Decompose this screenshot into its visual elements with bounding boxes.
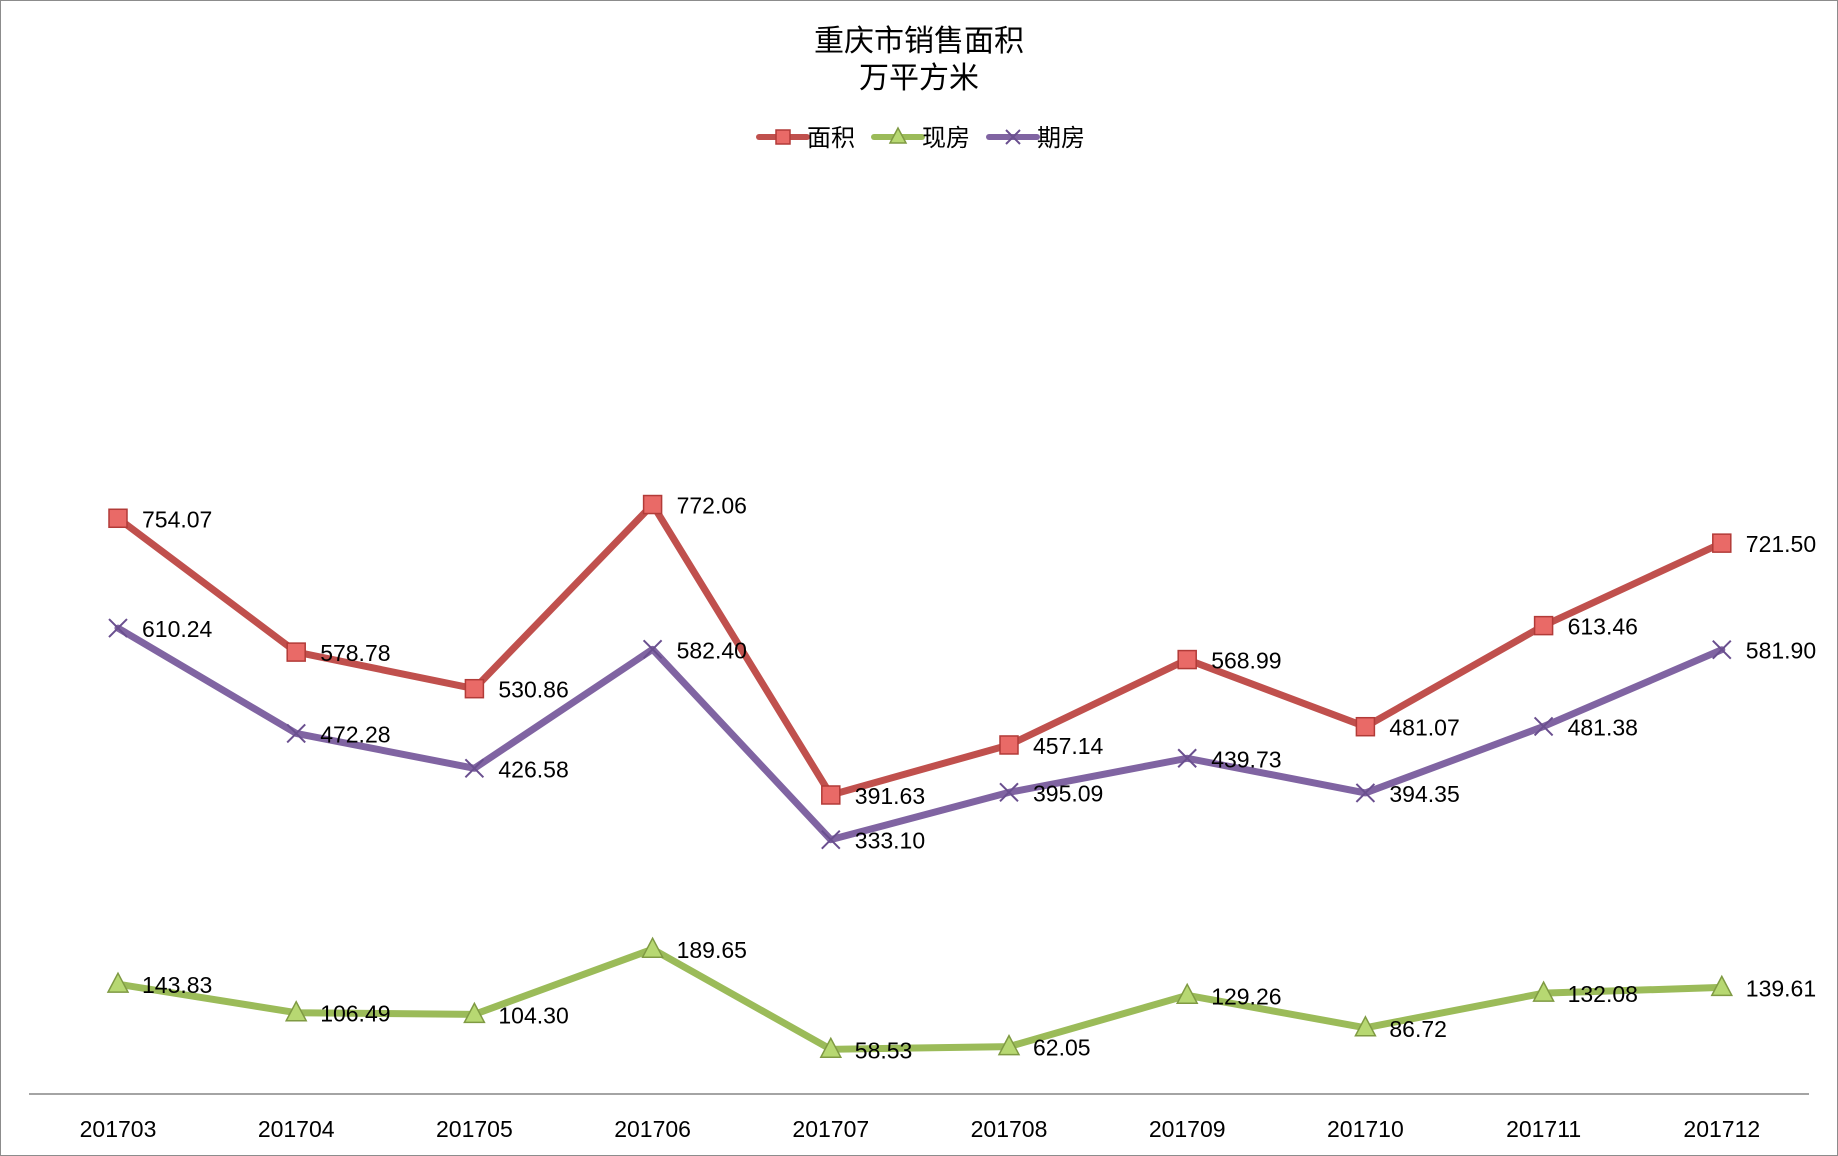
data-label-s2-201705: 104.30 (498, 1002, 568, 1028)
data-point-s1-201703 (108, 508, 128, 529)
data-label-s1-201705: 530.86 (498, 677, 568, 703)
legend-label-3: 期房 (1037, 124, 1085, 152)
data-point-s2-201703 (106, 971, 130, 993)
data-point-s2-201708 (997, 1034, 1021, 1056)
data-point-s2-201709 (1175, 982, 1199, 1005)
data-point-s1-201712 (1712, 533, 1732, 553)
data-label-s3-201707: 333.10 (855, 828, 925, 854)
data-point-s1-201704 (286, 642, 306, 662)
x-tick-label-201709: 201709 (1149, 1116, 1226, 1142)
data-point-s2-201707 (819, 1036, 843, 1059)
data-point-s3-201704 (286, 723, 306, 744)
series-line-2 (114, 945, 1726, 1053)
legend-marker-2 (888, 126, 908, 144)
x-axis-ticks: 201703 201704 201705 201706 201707 201708 2017… (80, 1116, 1761, 1142)
data-point-s2-201706 (641, 936, 664, 958)
data-label-s2-201706: 189.65 (677, 937, 747, 963)
data-label-s1-201709: 568.99 (1211, 648, 1281, 674)
x-tick-label-201712: 201712 (1683, 1116, 1760, 1142)
data-point-s3-201706 (642, 639, 663, 660)
data-point-s3-201705 (464, 758, 485, 779)
data-label-s1-201707: 391.63 (855, 783, 925, 809)
x-tick-label-201708: 201708 (971, 1116, 1048, 1142)
data-label-s3-201704: 472.28 (320, 721, 390, 747)
data-point-s1-201707 (821, 785, 841, 805)
series-line-3 (114, 624, 1726, 844)
x-tick-label-201703: 201703 (80, 1116, 157, 1142)
data-label-s3-201706: 582.40 (677, 637, 747, 663)
series-line-1 (114, 501, 1726, 799)
data-label-s2-201709: 129.26 (1211, 983, 1281, 1009)
data-label-s3-201712: 581.90 (1746, 638, 1816, 664)
data-label-s3-201709: 439.73 (1211, 746, 1281, 772)
data-label-s1-201704: 578.78 (320, 640, 390, 666)
data-label-s1-201708: 457.14 (1033, 733, 1104, 759)
data-point-s3-201710 (1355, 783, 1376, 803)
data-point-s2-201710 (1354, 1015, 1377, 1037)
data-point-s2-201711 (1532, 980, 1555, 1002)
legend-marker-3 (1005, 129, 1021, 145)
data-point-s3-201711 (1533, 716, 1554, 737)
data-point-s3-201703 (108, 618, 128, 638)
data-point-s1-201708 (999, 735, 1019, 755)
data-label-s2-201703: 143.83 (142, 972, 212, 998)
data-label-s2-201707: 58.53 (855, 1037, 913, 1063)
data-label-s1-201710: 481.07 (1389, 715, 1459, 741)
series-markers (106, 494, 1734, 1059)
data-point-s1-201705 (464, 678, 485, 699)
data-label-s2-201711: 132.08 (1568, 981, 1638, 1007)
data-point-s2-201712 (1710, 974, 1734, 997)
data-point-s1-201709 (1177, 649, 1197, 670)
x-tick-label-201704: 201704 (258, 1116, 335, 1142)
data-label-s2-201704: 106.49 (320, 1001, 390, 1027)
legend-marker-1 (775, 129, 791, 145)
legend-label-1: 面积 (807, 124, 855, 152)
data-point-s1-201706 (642, 494, 663, 515)
x-tick-label-201706: 201706 (614, 1116, 691, 1142)
chart-title: 重庆市销售面积 (814, 24, 1024, 59)
data-label-s3-201710: 394.35 (1389, 781, 1459, 807)
data-label-s3-201708: 395.09 (1033, 780, 1103, 806)
chart-subtitle: 万平方米 (859, 61, 979, 96)
x-tick-label-201710: 201710 (1327, 1116, 1404, 1142)
data-label-s3-201705: 426.58 (498, 756, 568, 782)
legend: 面积 现房 期房 (756, 124, 1085, 152)
data-point-s3-201712 (1712, 640, 1732, 660)
data-label-s1-201711: 613.46 (1568, 614, 1638, 640)
data-point-s3-201707 (821, 829, 841, 850)
data-point-s3-201709 (1177, 748, 1197, 768)
data-label-s2-201710: 86.72 (1389, 1016, 1447, 1042)
data-point-s2-201704 (284, 1000, 308, 1022)
data-label-s1-201706: 772.06 (677, 493, 747, 519)
data-label-s1-201712: 721.50 (1746, 531, 1816, 557)
x-tick-label-201707: 201707 (792, 1116, 869, 1142)
data-label-s2-201708: 62.05 (1033, 1035, 1091, 1061)
data-label-s3-201703: 610.24 (142, 616, 213, 642)
legend-label-2: 现房 (922, 124, 970, 152)
data-label-s3-201711: 481.38 (1568, 714, 1638, 740)
data-point-s3-201708 (999, 782, 1019, 803)
data-point-s1-201710 (1355, 716, 1376, 737)
data-label-s2-201712: 139.61 (1746, 975, 1816, 1001)
x-tick-label-201705: 201705 (436, 1116, 513, 1142)
data-labels: 754.07 578.78 530.86 772.06 391.63 457.14 568.… (142, 493, 1816, 1064)
series-lines (114, 501, 1726, 1053)
data-label-s1-201703: 754.07 (142, 506, 212, 532)
data-point-s1-201711 (1533, 615, 1554, 636)
data-point-s2-201705 (463, 1001, 486, 1024)
x-tick-label-201711: 201711 (1506, 1116, 1581, 1142)
